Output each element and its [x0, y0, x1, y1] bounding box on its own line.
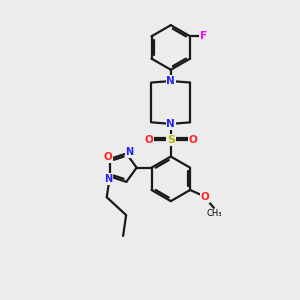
- Text: N: N: [125, 147, 134, 157]
- Text: O: O: [189, 135, 197, 145]
- Text: N: N: [104, 174, 112, 184]
- Text: O: O: [104, 152, 112, 163]
- Text: F: F: [200, 31, 207, 41]
- Text: N: N: [167, 119, 175, 129]
- Text: S: S: [167, 135, 175, 145]
- Text: CH₃: CH₃: [207, 209, 222, 218]
- Text: N: N: [167, 76, 175, 86]
- Text: O: O: [201, 192, 209, 203]
- Text: O: O: [144, 135, 153, 145]
